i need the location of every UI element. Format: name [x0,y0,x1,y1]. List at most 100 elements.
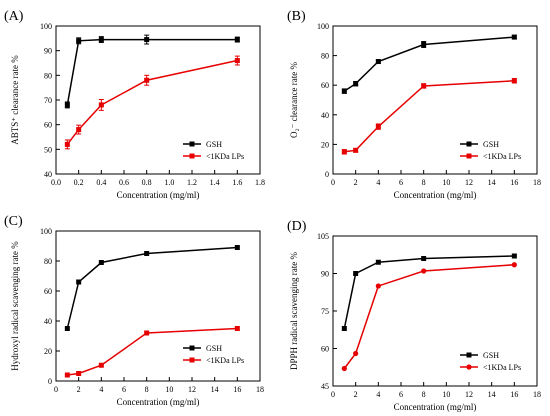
series-gsh: GSH [64,34,240,149]
x-tick-label: 16 [233,385,241,394]
x-tick-label: 1.0 [164,178,174,187]
y-tick-label: 70 [44,96,52,105]
chart-panel: (D) 0 2 4 6 8 10 12 14 16 18 45 60 75 90 105 Concentrati… [287,219,541,412]
y-tick-label: 20 [321,140,329,149]
chart-panel: (C) 0 2 4 6 8 10 12 14 16 18 0 20 40 60 80 100 Concentrat… [4,214,264,407]
data-point [64,102,70,108]
x-axis-title: Concentration (mg/ml) [117,190,200,200]
data-point [234,326,240,331]
x-tick-label: 8 [422,390,426,399]
y-tick-label: 45 [321,382,329,391]
data-point [421,42,427,47]
data-point [234,58,240,64]
legend-label: <1KDa LPs [483,363,521,372]
x-tick-label: 0.6 [119,178,129,187]
x-tick-label: 2 [354,178,358,187]
panel-label: (D) [287,219,307,234]
x-tick-label: 2 [77,385,81,394]
data-point [341,88,347,94]
y-tick-label: 40 [321,111,329,120]
legend-marker [466,352,472,358]
x-tick-label: 4 [376,178,380,187]
legend-marker [189,357,195,363]
x-tick-label: 4 [99,385,103,394]
y-tick-label: 80 [321,52,329,61]
y-axis-title: DPPH radical scavenging rate % [289,252,299,370]
x-axis-title: Concentration (mg/ml) [394,190,477,200]
legend-marker [189,345,195,351]
x-tick-label: 0.2 [74,178,84,187]
y-tick-label: 100 [317,22,329,31]
x-tick-label: 18 [533,390,541,399]
data-point [341,149,347,155]
x-tick-label: 2 [354,390,358,399]
data-point [98,37,104,43]
data-point [76,371,82,376]
data-point [353,271,359,276]
y-axis-title: ABTS⁺ clearance rate % [10,55,20,145]
data-point [375,124,381,130]
data-point [144,37,150,43]
x-tick-label: 12 [188,385,196,394]
y-tick-label: 40 [44,170,52,179]
chart-panel: (A) 0.0 0.2 0.4 0.6 0.8 1.0 1.2 1.4 1.6 1.8 40 50 60 7… [4,9,265,200]
x-tick-label: 1.2 [187,178,197,187]
y-tick-label: 80 [44,257,52,266]
series-gsh: GSH [341,34,517,149]
legend-marker [466,141,472,147]
series-gsh: GSH [341,253,517,360]
legend-label: GSH [206,140,222,149]
legend-label: GSH [483,351,499,360]
y-tick-label: 105 [317,232,329,241]
data-point [341,365,347,372]
data-point [76,38,82,44]
data-point [511,34,517,40]
x-tick-label: 10 [442,390,450,399]
plot-frame [55,230,261,382]
x-axis-title: Concentration (mg/ml) [117,397,200,407]
x-tick-label: 18 [533,178,541,187]
x-tick-label: 0.4 [96,178,106,187]
series-line [66,246,238,329]
x-tick-label: 0.8 [142,178,152,187]
data-point [421,268,427,274]
data-point [234,37,240,43]
x-tick-label: 0 [331,390,335,399]
data-point [375,59,381,65]
data-point [144,330,150,336]
x-tick-label: 8 [422,178,426,187]
legend-marker [466,153,472,159]
x-tick-label: 12 [465,390,473,399]
y-tick-label: 60 [44,121,52,130]
data-point [76,279,82,285]
panel-label: (B) [287,9,306,24]
x-tick-label: 14 [488,390,496,399]
x-tick-label: 8 [145,385,149,394]
x-tick-label: 6 [122,385,126,394]
y-tick-label: 60 [321,81,329,90]
data-point [511,253,517,259]
x-tick-label: 6 [399,390,403,399]
y-tick-label: 0 [325,170,329,179]
legend-label: GSH [206,344,222,353]
x-tick-label: 1.6 [232,178,242,187]
panel-label: (C) [4,214,23,229]
x-tick-label: 14 [488,178,496,187]
series-lps: <1KDa LPs [64,326,244,378]
y-tick-label: 90 [321,270,329,279]
data-point [421,256,427,261]
series-gsh: GSH [64,245,240,353]
series-line [66,38,238,106]
panel-label: (A) [4,9,24,24]
y-tick-label: 90 [44,47,52,56]
x-tick-label: 16 [510,390,518,399]
y-tick-label: 40 [44,317,52,326]
data-point [76,127,82,133]
x-tick-label: 14 [211,385,219,394]
y-tick-label: 50 [44,145,52,154]
x-axis-title: Concentration (mg/ml) [394,402,477,412]
x-tick-label: 10 [442,178,450,187]
data-point [144,77,150,83]
data-point [375,259,381,265]
y-tick-label: 20 [44,347,52,356]
